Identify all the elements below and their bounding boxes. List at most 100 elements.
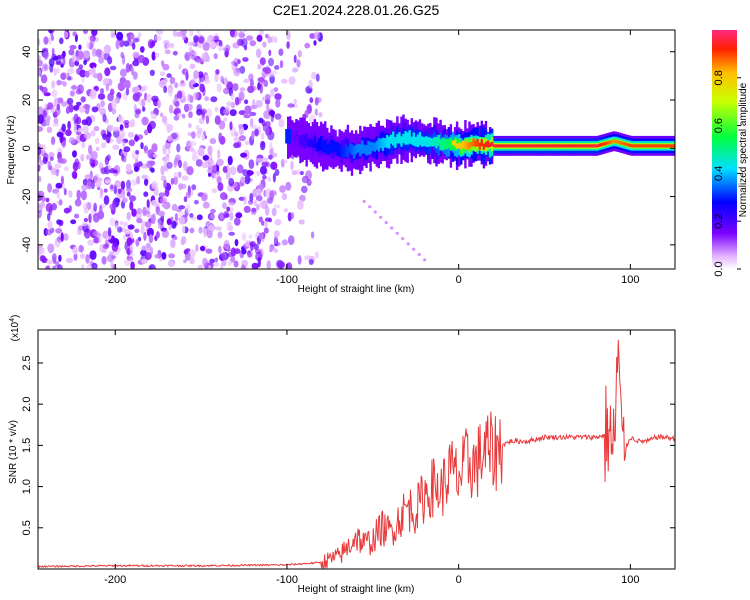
noise-blob (234, 248, 241, 255)
noise-blob (246, 35, 254, 41)
noise-blob (283, 208, 289, 213)
noise-blob (94, 137, 100, 145)
noise-blob (45, 197, 50, 203)
noise-blob (268, 36, 273, 44)
noise-blob (169, 76, 176, 85)
noise-blob (164, 156, 170, 164)
noise-blob (129, 200, 134, 211)
noise-blob (368, 205, 372, 209)
noise-blob (60, 53, 65, 60)
snr-frame (37, 329, 676, 570)
noise-blob (222, 202, 227, 210)
ridge-cell (503, 144, 506, 148)
noise-blob (178, 64, 182, 70)
noise-blob (263, 227, 269, 234)
noise-blob (81, 184, 88, 191)
ridge-cell (581, 144, 584, 148)
noise-blob (91, 30, 98, 37)
noise-blob (195, 58, 203, 64)
noise-blob (258, 76, 265, 84)
ridge-cell (563, 144, 566, 148)
ridge-cell (383, 138, 387, 148)
noise-blob (297, 255, 302, 265)
ridge-cell (620, 141, 624, 145)
ridge-cell (670, 144, 673, 148)
noise-blob (104, 179, 111, 184)
noise-blob (209, 258, 216, 264)
noise-blob (204, 78, 211, 84)
noise-blob (268, 49, 272, 56)
noise-blob (273, 230, 280, 238)
noise-blob (103, 188, 108, 193)
noise-blob (406, 242, 410, 246)
ridge-cell (396, 134, 399, 144)
noise-blob (278, 118, 285, 128)
noise-blob (124, 228, 131, 235)
ridge-cell (604, 142, 607, 146)
noise-blob (84, 174, 91, 180)
noise-blob (182, 225, 186, 234)
noise-blob (249, 40, 257, 47)
y-tick-label: 20 (21, 94, 33, 106)
noise-blob (114, 222, 119, 230)
ridge-cell (585, 144, 589, 148)
ridge-cell (350, 144, 354, 155)
noise-blob (288, 76, 296, 85)
noise-blob (266, 260, 271, 269)
ridge-cell (476, 139, 479, 147)
noise-blob (54, 238, 61, 248)
spectrogram-y-ticks: -40 -20 0 20 40 (21, 46, 675, 253)
ridge-cell (480, 142, 483, 151)
snr-x-label: Height of straight line (km) (298, 584, 415, 595)
noise-blob (226, 164, 230, 172)
noise-blob (146, 227, 154, 238)
x-tick-label: 0 (456, 574, 462, 586)
noise-blob (311, 71, 317, 80)
ridge-cell (365, 145, 368, 156)
noise-blob (91, 48, 97, 57)
ridge-cell (313, 135, 317, 148)
noise-blob (248, 234, 253, 239)
noise-blob (38, 209, 42, 219)
ridge-cell (466, 142, 469, 150)
ridge-cell (453, 139, 457, 147)
noise-blob (172, 30, 177, 38)
noise-blob (273, 248, 279, 253)
noise-blob (170, 238, 176, 249)
noise-blob (81, 222, 89, 227)
noise-blob (124, 258, 131, 266)
snr-scale-base: (x10 (10, 321, 21, 341)
spectrogram-y-label: Frequency (Hz) (6, 116, 17, 185)
noise-blob (196, 30, 201, 35)
noise-blob (38, 55, 41, 61)
noise-blob (153, 153, 158, 158)
ridge-cell (666, 144, 669, 148)
noise-blob (423, 258, 427, 262)
x-tick-label: -100 (276, 574, 298, 586)
ridge-cell (385, 135, 389, 148)
noise-blob (54, 163, 62, 169)
noise-blob (56, 79, 62, 86)
noise-blob (166, 161, 173, 169)
ridge-cell (507, 144, 510, 148)
noise-blob (83, 50, 91, 59)
noise-blob (201, 134, 205, 141)
noise-blob (149, 69, 155, 77)
ridge-cell (361, 140, 364, 154)
y-tick-label: 1.5 (21, 438, 33, 453)
ridge-cell (447, 138, 451, 149)
ridge-cell (303, 134, 306, 149)
noise-blob (241, 232, 247, 242)
noise-blob (151, 143, 158, 153)
ridge-cell (412, 132, 415, 146)
colorbar-tick-label: 0.4 (713, 166, 725, 181)
noise-blob (214, 107, 219, 112)
noise-blob (114, 180, 121, 189)
svg-text:(x104): (x104) (9, 315, 21, 342)
noise-blob (207, 264, 212, 269)
colorbar: 0.0 0.2 0.4 0.6 0.8 Normalized spectral ampl… (712, 30, 749, 277)
ridge-cell (346, 146, 350, 158)
noise-blob (219, 212, 224, 220)
colorbar-tick-label: 0.6 (713, 118, 725, 133)
noise-blob (251, 207, 257, 213)
